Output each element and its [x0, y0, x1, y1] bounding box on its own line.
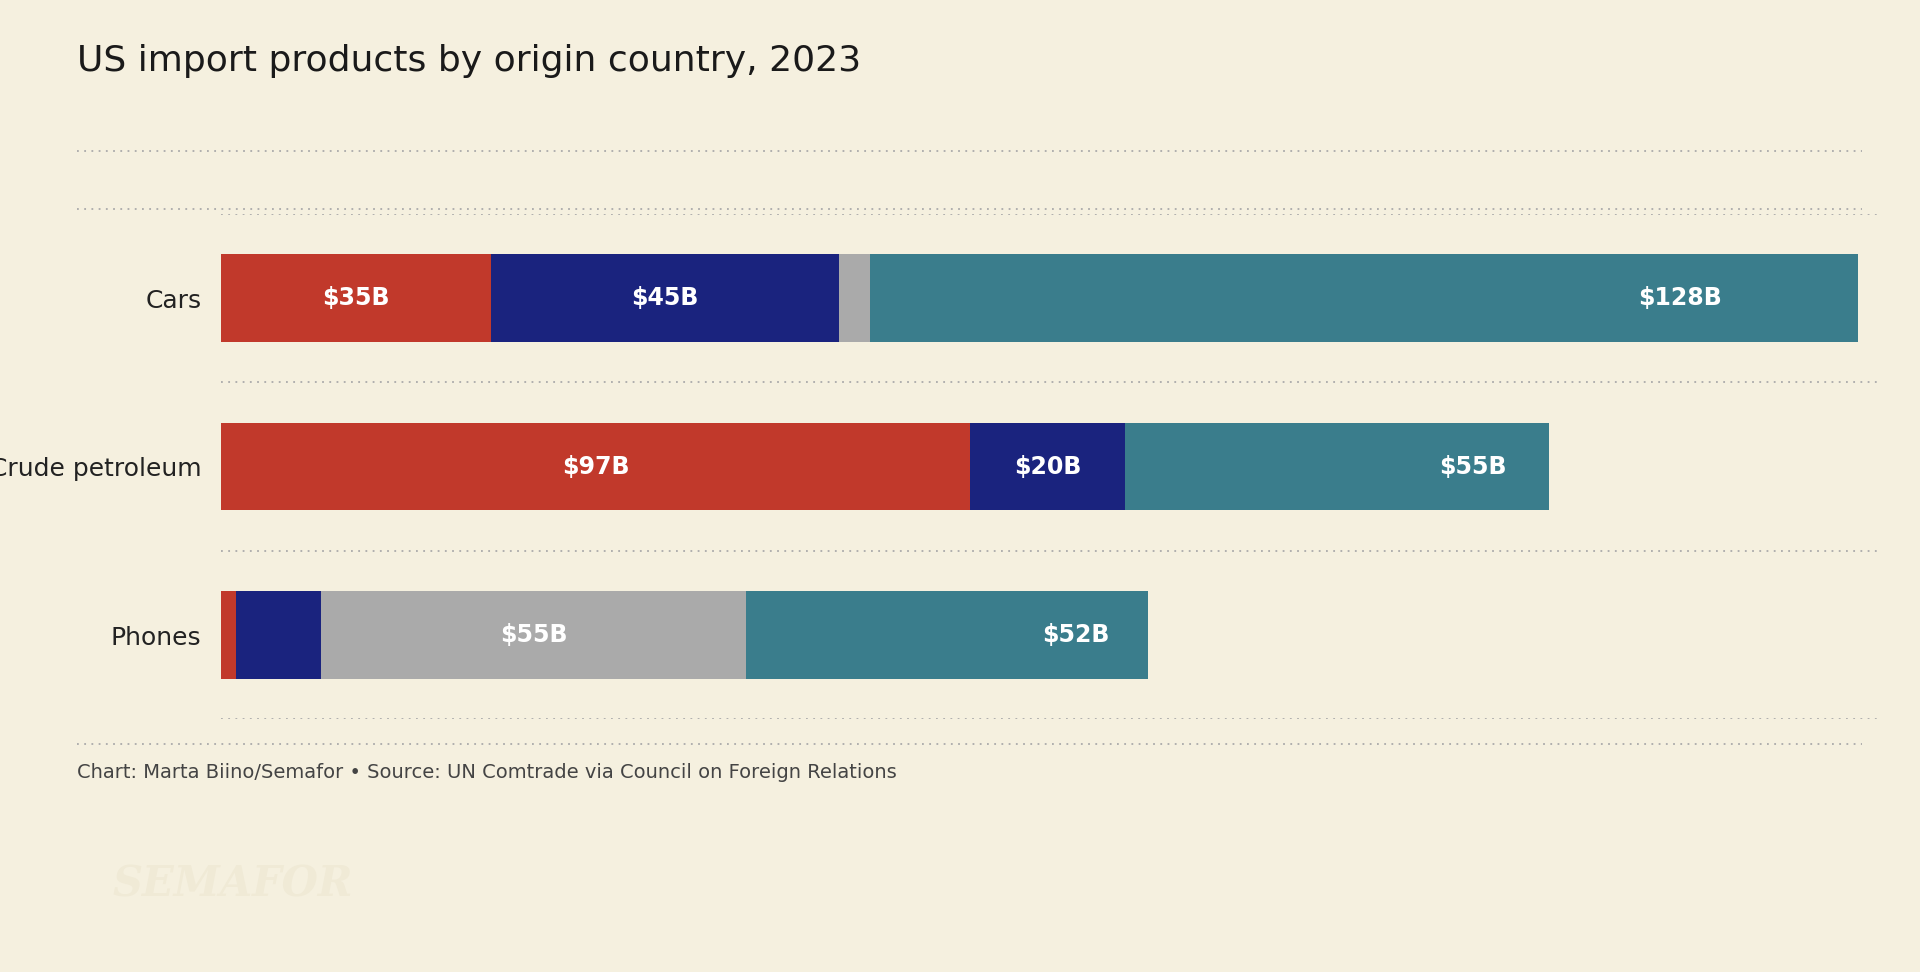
- Text: $55B: $55B: [1440, 455, 1507, 478]
- Text: US import products by origin country, 2023: US import products by origin country, 20…: [77, 44, 860, 78]
- Text: $97B: $97B: [563, 455, 630, 478]
- Text: Chart: Marta Biino/Semafor • Source: UN Comtrade via Council on Foreign Relation: Chart: Marta Biino/Semafor • Source: UN …: [77, 763, 897, 782]
- Text: SEMAFOR: SEMAFOR: [111, 864, 353, 906]
- Bar: [221, 591, 236, 678]
- Bar: [221, 255, 492, 342]
- Bar: [321, 591, 747, 678]
- Text: $20B: $20B: [1014, 455, 1081, 478]
- Text: $128B: $128B: [1638, 286, 1722, 310]
- Text: $35B: $35B: [323, 286, 390, 310]
- Bar: [839, 255, 870, 342]
- Bar: [492, 255, 839, 342]
- Bar: [1125, 423, 1549, 510]
- Bar: [970, 423, 1125, 510]
- Bar: [747, 591, 1148, 678]
- Text: $52B: $52B: [1043, 623, 1110, 647]
- Text: $55B: $55B: [499, 623, 568, 647]
- Bar: [870, 255, 1859, 342]
- Bar: [236, 591, 321, 678]
- Text: $45B: $45B: [632, 286, 699, 310]
- Bar: [221, 423, 970, 510]
